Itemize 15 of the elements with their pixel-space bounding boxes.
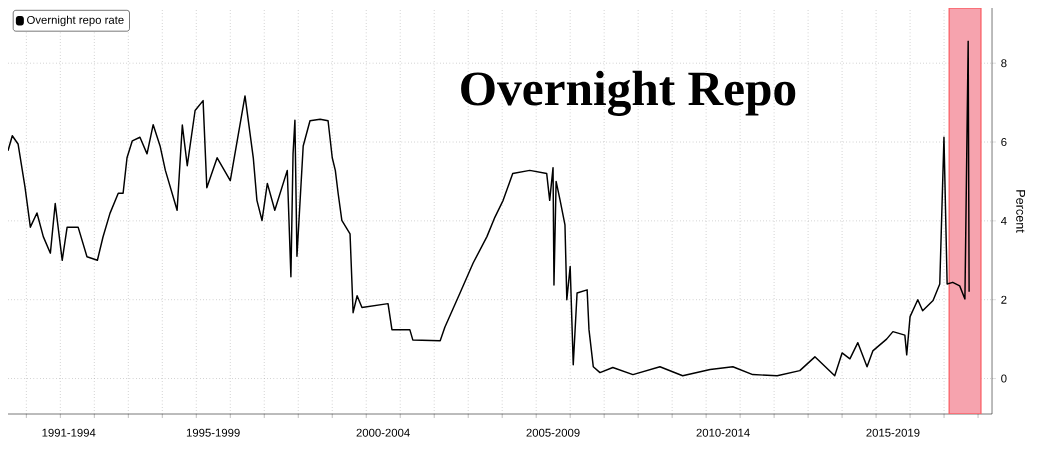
y-tick-label: 0	[1001, 374, 1007, 383]
x-tick-label: 2015-2019	[866, 428, 920, 437]
y-axis-title: Percent	[1016, 190, 1026, 233]
text: Overnight Repo	[461, 70, 796, 116]
line-series	[8, 40, 970, 377]
y-tick-label: 2	[1001, 295, 1007, 304]
x-tick-label: 2010-2014	[696, 428, 750, 437]
x-tick-label: 1991-1994	[42, 428, 96, 437]
x-tick-label: 2000-2004	[356, 428, 410, 437]
y-tick-label: 4	[1000, 216, 1007, 225]
legend-label: Overnight repo rate	[27, 15, 124, 27]
x-tick-label: 1995-1999	[186, 428, 240, 437]
x-tick-label: 2005-2009	[526, 428, 580, 437]
y-tick-label: 8	[1001, 59, 1007, 68]
y-tick-label: 6	[1001, 138, 1007, 147]
